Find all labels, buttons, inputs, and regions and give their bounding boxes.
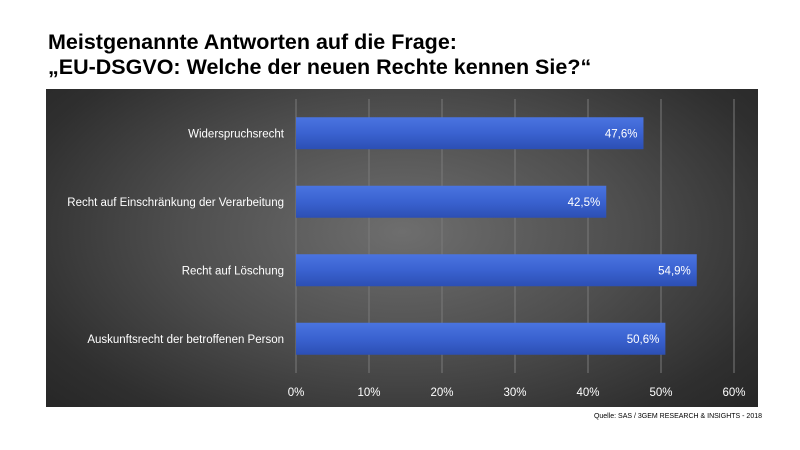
x-tick-label-20: 20% <box>430 387 453 399</box>
bar-2 <box>296 254 697 287</box>
category-label-0: Widerspruchsrecht <box>188 128 285 140</box>
page-title: Meistgenannte Antworten auf die Frage: „… <box>48 30 788 80</box>
bar-3 <box>296 322 666 355</box>
bar-1 <box>296 185 607 218</box>
category-label-2: Recht auf Löschung <box>182 265 284 277</box>
source-note: Quelle: SAS / 3GEM RESEARCH & INSIGHTS -… <box>593 413 762 420</box>
bars <box>296 117 697 355</box>
x-tick-label-10: 10% <box>357 387 380 399</box>
category-label-3: Auskunftsrecht der betroffenen Person <box>87 334 284 346</box>
value-label-3: 50,6% <box>627 334 660 346</box>
title-line-1: Meistgenannte Antworten auf die Frage: <box>48 30 457 54</box>
value-label-2: 54,9% <box>658 265 691 277</box>
bar-0 <box>296 117 644 150</box>
x-tick-label-40: 40% <box>576 387 599 399</box>
labels: 0% 10% 20% 30% 40% 50% 60% 47,6% Widerspruchsrec… <box>67 128 745 399</box>
value-label-1: 42,5% <box>568 197 601 209</box>
x-tick-label-0: 0% <box>288 387 305 399</box>
title-line-2: „EU-DSGVO: Welche der neuen Rechte kenne… <box>48 55 592 79</box>
value-label-0: 47,6% <box>605 128 638 140</box>
x-tick-label-60: 60% <box>722 387 745 399</box>
bar-chart: 0% 10% 20% 30% 40% 50% 60% 47,6% Widerspruchsrec… <box>67 99 746 399</box>
chart-panel: 0% 10% 20% 30% 40% 50% 60% 47,6% Widerspruchsrec… <box>46 89 758 407</box>
x-tick-label-50: 50% <box>649 387 672 399</box>
category-label-1: Recht auf Einschränkung der Verarbeitung <box>67 197 284 209</box>
x-tick-label-30: 30% <box>503 387 526 399</box>
